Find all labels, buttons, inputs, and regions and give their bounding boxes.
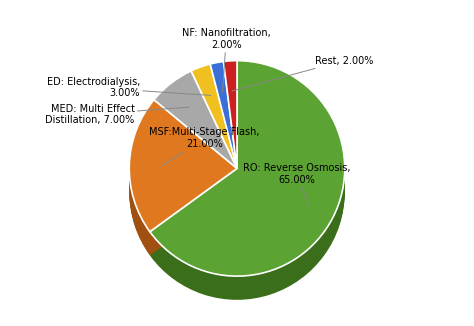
Wedge shape	[150, 186, 345, 294]
Wedge shape	[129, 177, 237, 240]
Wedge shape	[129, 179, 237, 243]
Wedge shape	[129, 190, 237, 253]
Wedge shape	[150, 187, 345, 295]
Wedge shape	[129, 175, 237, 239]
Wedge shape	[150, 182, 345, 289]
Wedge shape	[129, 174, 237, 238]
Wedge shape	[150, 172, 345, 280]
Wedge shape	[150, 185, 345, 293]
Wedge shape	[150, 183, 345, 290]
Wedge shape	[224, 61, 237, 169]
Wedge shape	[129, 184, 237, 247]
Text: MSF:Multi-Stage Flash,
21.00%: MSF:Multi-Stage Flash, 21.00%	[149, 127, 260, 166]
Text: NF: Nanofiltration,
2.00%: NF: Nanofiltration, 2.00%	[182, 28, 271, 92]
Wedge shape	[129, 183, 237, 246]
Wedge shape	[150, 170, 345, 277]
Wedge shape	[150, 184, 345, 291]
Wedge shape	[150, 174, 345, 282]
Wedge shape	[150, 173, 345, 281]
Wedge shape	[150, 171, 345, 278]
Wedge shape	[129, 173, 237, 236]
Wedge shape	[129, 188, 237, 252]
Text: Rest, 2.00%: Rest, 2.00%	[232, 56, 373, 91]
Wedge shape	[129, 180, 237, 244]
Wedge shape	[129, 178, 237, 241]
Wedge shape	[150, 192, 345, 300]
Wedge shape	[150, 180, 345, 288]
Text: ED: Electrodialysis,
3.00%: ED: Electrodialysis, 3.00%	[46, 77, 211, 98]
Wedge shape	[154, 71, 237, 169]
Wedge shape	[191, 64, 237, 169]
Wedge shape	[129, 100, 237, 232]
Wedge shape	[150, 179, 345, 287]
Wedge shape	[150, 61, 345, 276]
Wedge shape	[150, 175, 345, 283]
Wedge shape	[150, 188, 345, 296]
Text: RO: Reverse Osmosis,
65.00%: RO: Reverse Osmosis, 65.00%	[243, 163, 350, 205]
Wedge shape	[129, 186, 237, 249]
Wedge shape	[129, 187, 237, 251]
Wedge shape	[150, 190, 345, 297]
Wedge shape	[129, 182, 237, 245]
Wedge shape	[150, 177, 345, 284]
Wedge shape	[129, 185, 237, 248]
Wedge shape	[150, 191, 345, 299]
Wedge shape	[129, 191, 237, 254]
Wedge shape	[129, 171, 237, 234]
Wedge shape	[150, 178, 345, 286]
Wedge shape	[210, 62, 237, 169]
Wedge shape	[129, 192, 237, 255]
Wedge shape	[129, 172, 237, 235]
Wedge shape	[129, 170, 237, 233]
Text: MED: Multi Effect
Distillation, 7.00%: MED: Multi Effect Distillation, 7.00%	[46, 104, 190, 125]
